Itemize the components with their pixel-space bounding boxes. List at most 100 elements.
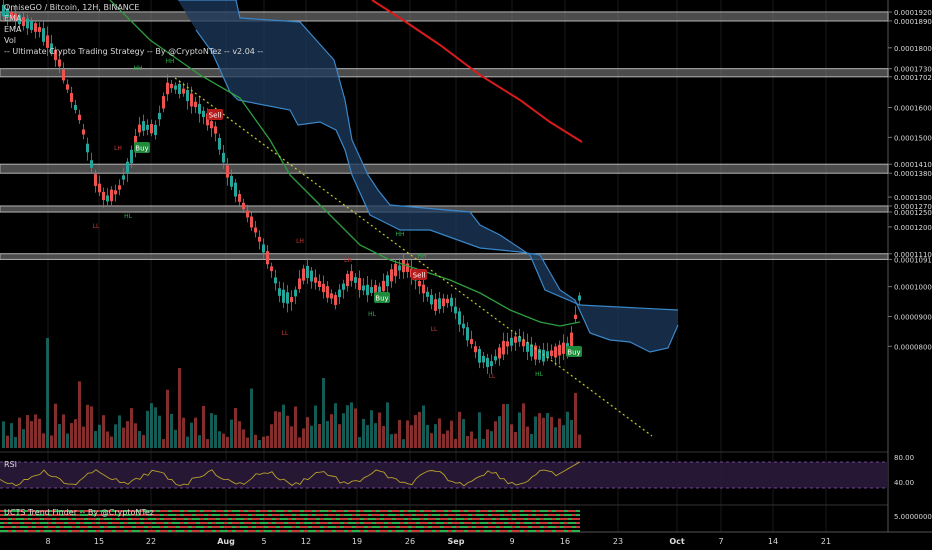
indicator-ucts[interactable]: -- Ultimate Crypto Trading Strategy -- B… <box>4 47 264 56</box>
ucts-cell <box>308 518 312 520</box>
ucts-cell <box>348 526 352 528</box>
ucts-cell <box>508 522 512 524</box>
ucts-cell <box>180 514 184 516</box>
ucts-cell <box>40 522 44 524</box>
candle-body-71 <box>286 292 289 304</box>
volume-bar-127 <box>510 424 513 448</box>
ucts-cell <box>64 514 68 516</box>
ucts-cell <box>228 518 232 520</box>
ucts-cell <box>552 514 556 516</box>
volume-bar-15 <box>62 414 65 448</box>
ucts-cell <box>388 514 392 516</box>
volume-bar-20 <box>82 426 85 448</box>
ucts-cell <box>564 518 568 520</box>
candle-body-37 <box>150 124 153 134</box>
volume-bar-65 <box>262 436 265 448</box>
ucts-cell <box>68 514 72 516</box>
ucts-cell <box>28 522 32 524</box>
ucts-cell <box>256 530 260 532</box>
ucts-cell <box>256 514 260 516</box>
ucts-cell <box>360 526 364 528</box>
ucts-cell <box>444 518 448 520</box>
ucts-cell <box>56 510 60 512</box>
candle-body-112 <box>450 297 453 307</box>
ucts-cell <box>300 510 304 512</box>
ucts-cell <box>424 510 428 512</box>
indicator-volume[interactable]: Vol <box>4 36 16 45</box>
ucts-cell <box>560 526 564 528</box>
ucts-cell <box>392 530 396 532</box>
candle-body-130 <box>522 339 525 347</box>
ucts-cell <box>232 530 236 532</box>
ucts-cell <box>232 526 236 528</box>
ucts-cell <box>80 514 84 516</box>
candle-body-6 <box>26 18 29 29</box>
ucts-cell <box>380 522 384 524</box>
volume-bar-135 <box>542 417 545 448</box>
time-label-13: 7 <box>718 537 723 546</box>
ucts-cell <box>476 510 480 512</box>
ucts-cell <box>464 510 468 512</box>
ucts-cell <box>372 526 376 528</box>
ucts-cell <box>68 522 72 524</box>
ucts-cell <box>104 526 108 528</box>
rsi-label[interactable]: RSI <box>4 460 17 469</box>
ucts-cell <box>0 530 4 532</box>
ucts-cell <box>108 522 112 524</box>
ucts-cell <box>316 530 320 532</box>
ucts-cell <box>100 526 104 528</box>
ucts-cell <box>60 518 64 520</box>
ucts-cell <box>396 510 400 512</box>
ucts-cell <box>440 518 444 520</box>
ucts-cell <box>280 530 284 532</box>
ucts-cell <box>352 510 356 512</box>
ucts-cell <box>568 514 572 516</box>
volume-bar-113 <box>454 438 457 448</box>
ucts-cell <box>424 518 428 520</box>
ucts-cell <box>564 526 568 528</box>
ucts-cell <box>412 530 416 532</box>
ucts-cell <box>416 518 420 520</box>
ucts-cell <box>244 510 248 512</box>
volume-bar-19 <box>78 381 81 448</box>
volume-bar-49 <box>198 435 201 448</box>
ucts-cell <box>96 518 100 520</box>
ucts-cell <box>36 510 40 512</box>
candle-body-83 <box>334 295 337 305</box>
ucts-cell <box>404 514 408 516</box>
ucts-cell <box>452 510 456 512</box>
indicator-ema-fast[interactable]: EMA <box>4 14 22 23</box>
candle-body-5 <box>22 17 25 26</box>
time-label-3: Aug <box>217 537 235 546</box>
volume-bar-88 <box>354 408 357 448</box>
swing-marker-6: LH <box>296 238 304 245</box>
indicator-ema-slow[interactable]: EMA <box>4 25 22 34</box>
candle-body-113 <box>454 306 457 314</box>
ucts-cell <box>48 526 52 528</box>
ucts-cell <box>464 514 468 516</box>
ucts-cell <box>200 514 204 516</box>
ucts-cell <box>220 510 224 512</box>
ucts-cell <box>496 530 500 532</box>
swing-marker-0: HH <box>133 65 142 72</box>
ucts-cell <box>228 510 232 512</box>
ucts-label[interactable]: UCTS Trend Finder -- By @CryptoNTez <box>4 508 154 517</box>
candle-body-18 <box>74 105 77 110</box>
volume-bar-132 <box>530 433 533 448</box>
ucts-cell <box>168 510 172 512</box>
ucts-cell <box>392 526 396 528</box>
ucts-cell <box>108 518 112 520</box>
ucts-cell <box>508 526 512 528</box>
candle-body-134 <box>538 349 541 360</box>
ucts-cell <box>180 510 184 512</box>
ucts-cell <box>460 514 464 516</box>
volume-bar-1 <box>6 435 9 448</box>
cloud-span-a <box>178 0 679 311</box>
candle-body-93 <box>374 285 377 295</box>
swing-marker-8: HL <box>368 311 377 318</box>
